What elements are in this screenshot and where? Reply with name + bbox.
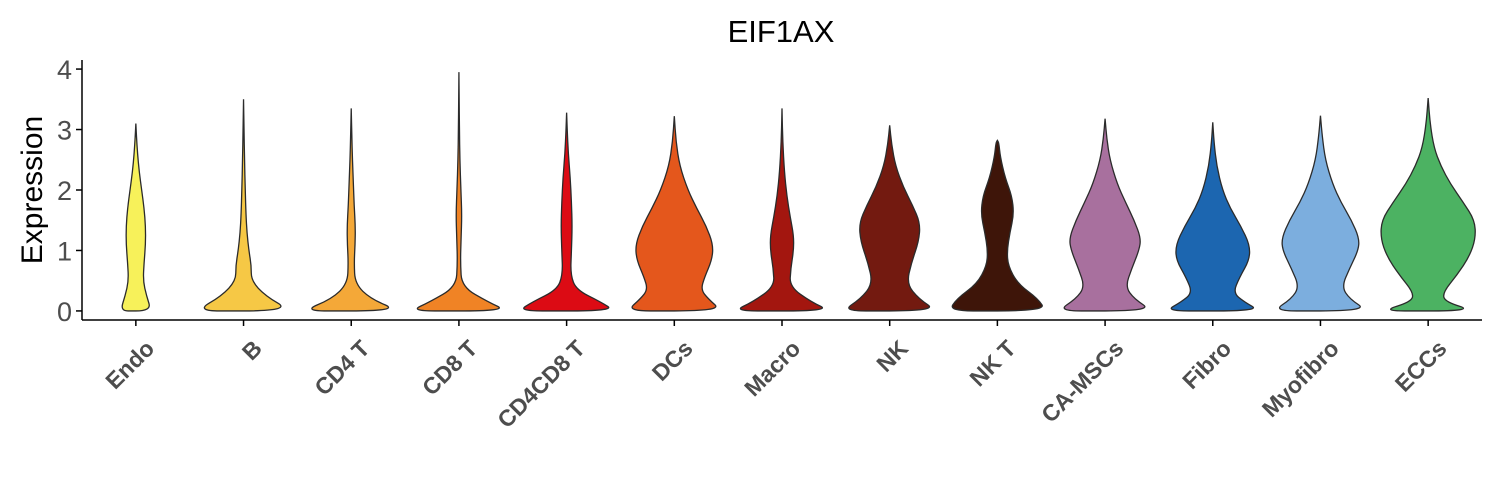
x-tick-label: CD8 T (417, 335, 482, 400)
chart-title: EIF1AX (728, 14, 835, 49)
x-tick-label: NK (871, 335, 913, 377)
x-ticks-group: Endo B CD4 T CD8 T CD4CD8 T DCs Macro NK NK T CA-… (100, 320, 1452, 433)
y-tick-label: 2 (57, 176, 72, 206)
x-tick-label: Fibro (1177, 335, 1236, 394)
x-tick-label: NK T (964, 335, 1020, 391)
x-tick-label: CD4CD8 T (492, 335, 590, 433)
y-tick-label: 0 (57, 297, 72, 327)
violin-nk-t (951, 139, 1043, 312)
violin-cd8-t (416, 72, 500, 312)
y-tick-label: 4 (57, 55, 72, 85)
x-tick-label: CA-MSCs (1036, 335, 1128, 427)
violin-b (203, 99, 282, 312)
x-tick-label: Macro (739, 335, 805, 401)
y-ticks-group: 0 1 2 3 4 (57, 55, 82, 327)
violin-macro (739, 108, 823, 312)
violin-ca-mscs (1063, 118, 1146, 312)
violin-cd4-t (311, 108, 390, 312)
y-tick-label: 1 (57, 236, 72, 266)
y-axis-label: Expression (16, 116, 49, 264)
violin-fibro (1170, 122, 1255, 312)
violin-nk (848, 125, 931, 312)
x-tick-label: Endo (100, 335, 159, 394)
x-tick-label: B (237, 335, 267, 365)
violins-group (121, 72, 1476, 312)
y-tick-label: 3 (57, 116, 72, 146)
violin-endo (121, 123, 150, 312)
violin-cd4cd8-t (523, 112, 610, 312)
violin-dcs (631, 116, 717, 312)
violin-myofibro (1278, 115, 1361, 312)
x-tick-label: Myofibro (1257, 335, 1344, 422)
x-tick-label: DCs (647, 335, 698, 386)
x-tick-label: ECCs (1390, 335, 1452, 397)
x-tick-label: CD4 T (309, 335, 374, 400)
violin-eccs (1380, 98, 1476, 312)
